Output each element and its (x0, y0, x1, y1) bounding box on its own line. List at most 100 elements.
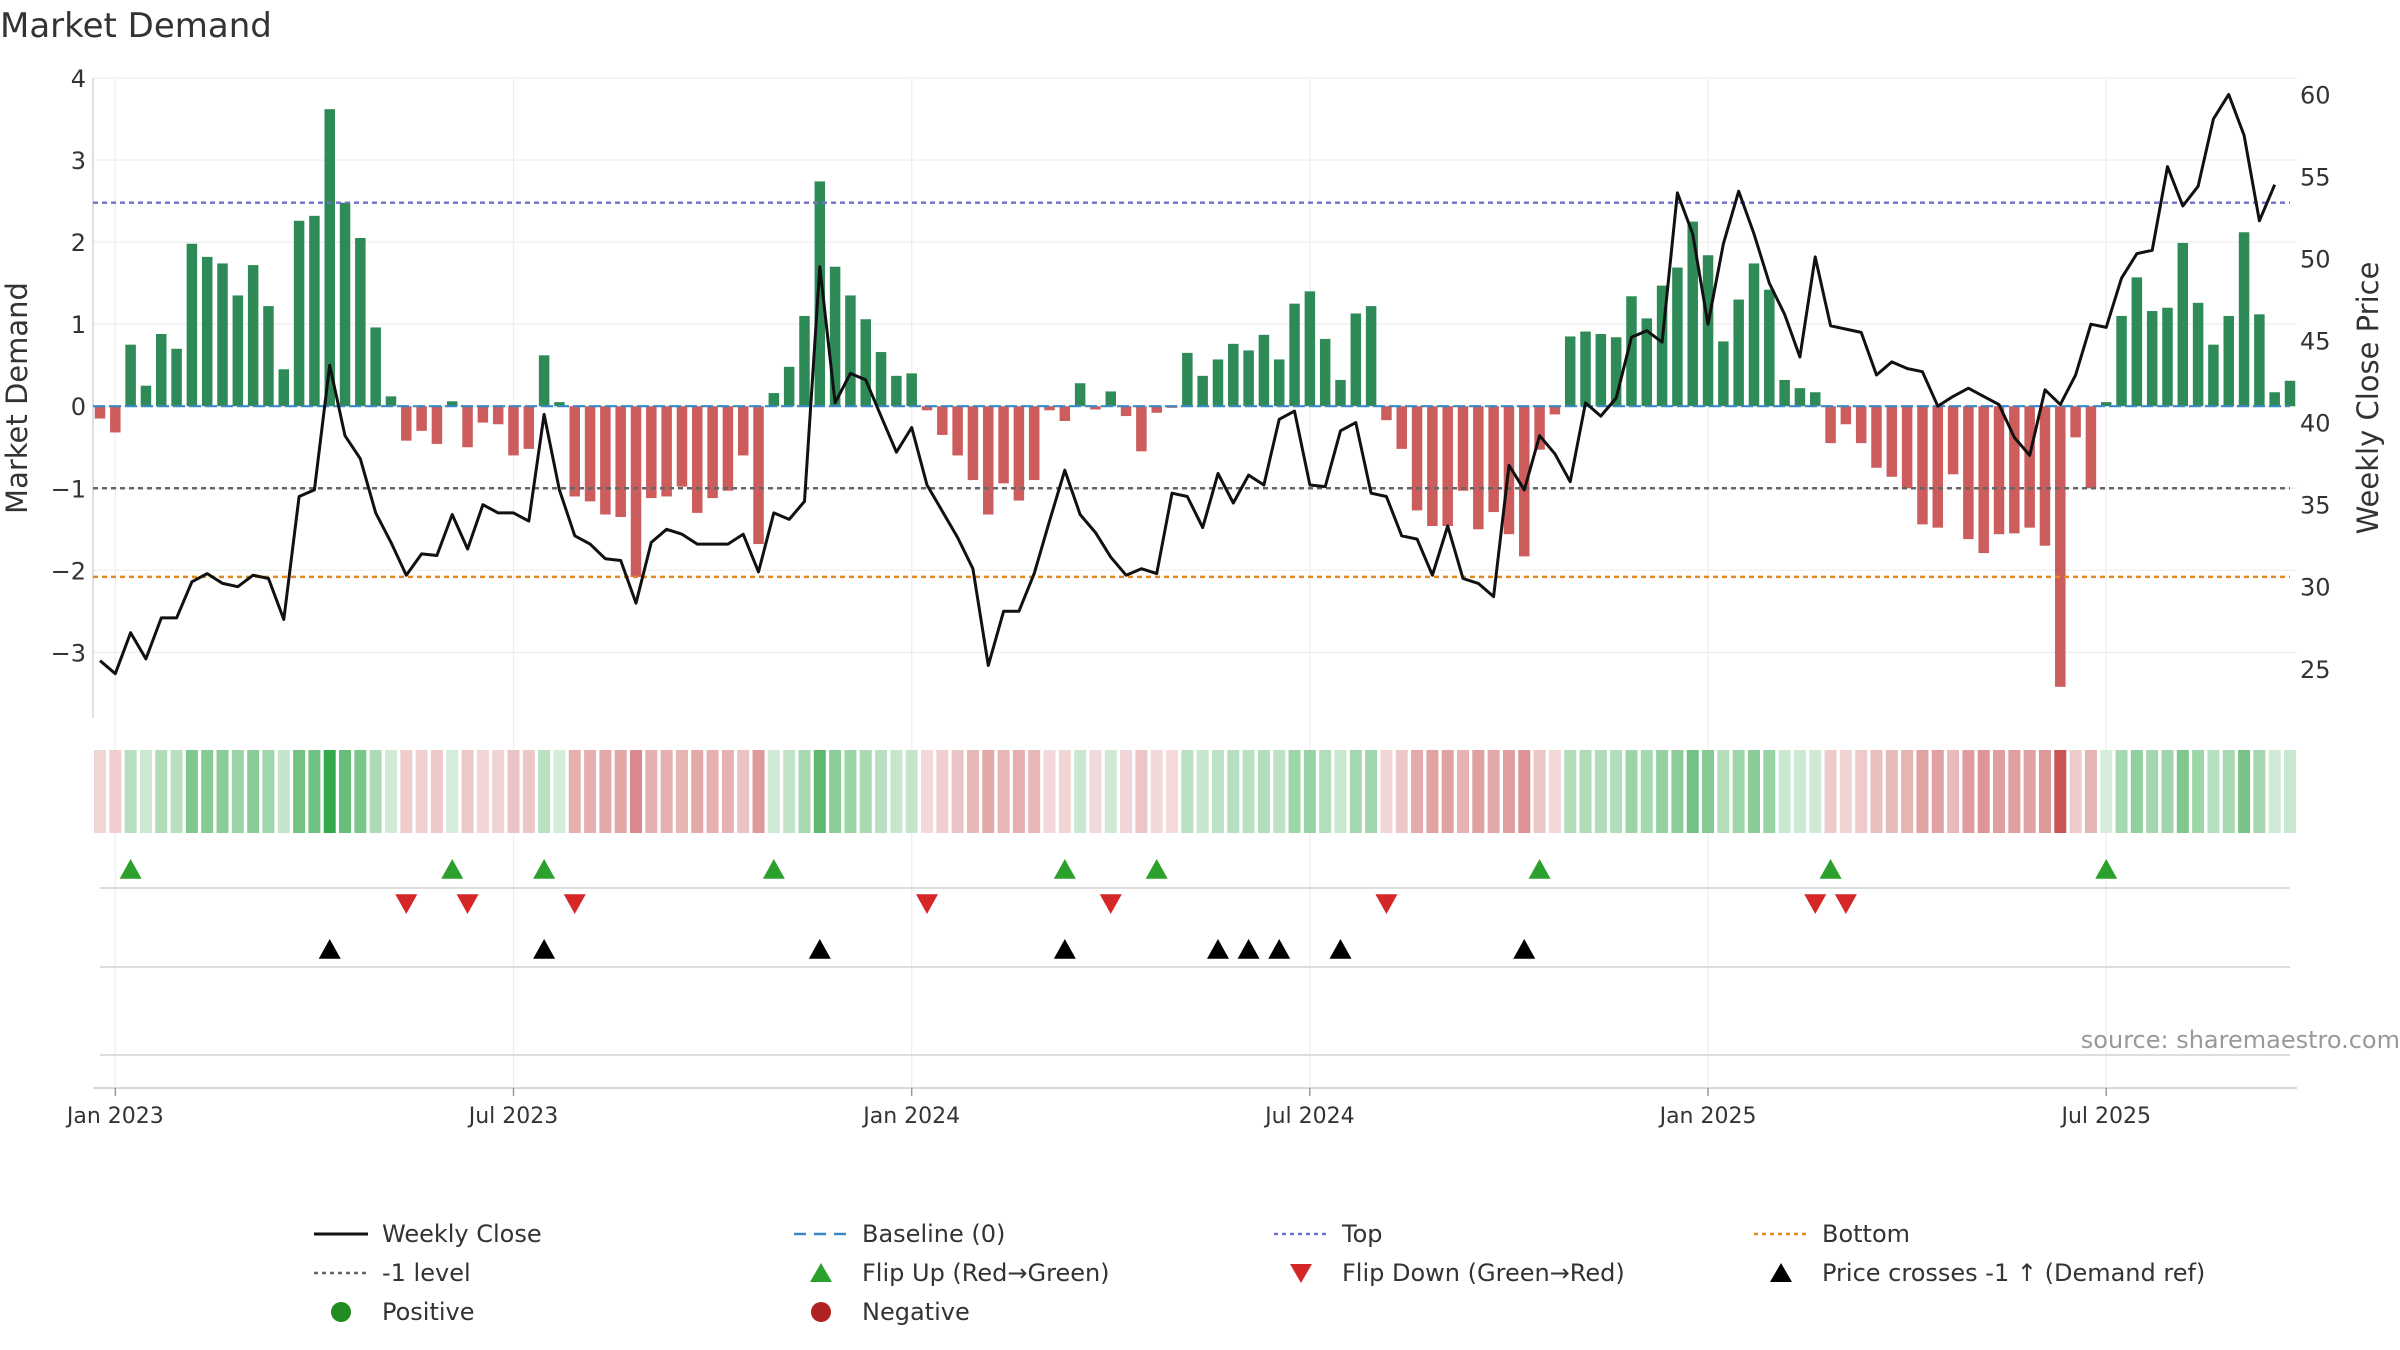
demand-bar (416, 406, 427, 431)
flip-up-marker (533, 859, 556, 879)
heat-strip-cell (2146, 750, 2159, 833)
legend-label: Top (1342, 1220, 1383, 1248)
heat-strip-cell (1043, 750, 1056, 833)
flip-down-marker (1099, 894, 1122, 914)
price-cross-marker (1513, 939, 1536, 959)
x-tick-label: Jan 2023 (65, 1104, 164, 1129)
legend-item: Weekly Close (310, 1220, 542, 1248)
demand-bar (1917, 406, 1928, 525)
demand-bar (1549, 406, 1561, 415)
demand-bar (401, 406, 412, 441)
heat-strip-cell (1855, 750, 1868, 833)
demand-bar (1258, 334, 1270, 407)
left-tick-label: 2 (71, 229, 86, 257)
x-tick-label: Jan 2025 (1658, 1104, 1757, 1129)
heat-strip-cell (2238, 750, 2251, 833)
legend-symbol-line-dotted (1274, 1232, 1328, 1236)
demand-bar (1120, 406, 1132, 417)
heat-strip-cell (1931, 750, 1944, 833)
demand-bar (201, 256, 213, 407)
heat-strip-cell (185, 750, 198, 833)
right-tick-label: 45 (2300, 328, 2331, 356)
demand-bar (186, 243, 198, 407)
demand-bar (921, 406, 933, 411)
demand-bar (891, 375, 902, 407)
demand-bar (324, 109, 335, 407)
heat-strip-cell (1288, 750, 1301, 833)
legend-item: Bottom (1750, 1220, 1910, 1248)
heat-strip-cell (2069, 750, 2082, 833)
heat-strip-cell (2268, 750, 2281, 833)
demand-bar (630, 406, 642, 577)
demand-bar (860, 319, 871, 407)
heat-strip-cell (1548, 750, 1561, 833)
heat-strip-cell (2161, 750, 2174, 833)
left-axis-label: Market Demand (0, 282, 34, 514)
heat-strip-cell (1411, 750, 1424, 833)
demand-bar (906, 373, 917, 407)
demand-bar (722, 406, 734, 491)
heat-strip-cell (752, 750, 765, 833)
demand-bar (1319, 338, 1331, 407)
demand-bar (937, 406, 948, 435)
heat-strip-cell (1778, 750, 1791, 833)
demand-bar (2131, 277, 2143, 407)
legend-item: Flip Up (Red→Green) (790, 1259, 1110, 1287)
heat-strip-cell (384, 750, 397, 833)
heat-strip-cell (1257, 750, 1270, 833)
legend-symbol-line-solid (314, 1232, 368, 1236)
demand-bar (1564, 336, 1576, 407)
demand-bar (462, 406, 473, 448)
chart-title: Market Demand (0, 6, 272, 46)
heat-strip-cell (94, 750, 106, 833)
demand-bar (799, 315, 810, 407)
heat-strip-cell (1150, 750, 1163, 833)
demand-bar (1595, 334, 1607, 407)
right-tick-label: 25 (2300, 656, 2331, 684)
demand-bar (263, 306, 274, 407)
demand-bar (1534, 406, 1545, 450)
demand-bar (1901, 406, 1913, 489)
legend-item: Baseline (0) (790, 1220, 1005, 1248)
heat-strip-cell (767, 750, 780, 833)
demand-bar (1427, 406, 1438, 526)
legend-symbol-dot (331, 1302, 351, 1322)
heat-strip-cell (1686, 750, 1699, 833)
demand-bar (829, 266, 841, 407)
flip-down-marker (456, 894, 479, 914)
demand-bar (477, 406, 489, 423)
heat-strip-cell (2023, 750, 2036, 833)
heat-strip-cell (1395, 750, 1408, 833)
demand-bar (2070, 406, 2081, 438)
legend-item: -1 level (310, 1259, 471, 1287)
demand-bar (1580, 331, 1591, 407)
heat-strip-cell (1227, 750, 1240, 833)
demand-bar (998, 406, 1009, 484)
price-cross-marker (808, 939, 831, 959)
heat-strip-cell (1732, 750, 1745, 833)
heat-strip-cell (2084, 750, 2097, 833)
legend-item: Negative (790, 1298, 970, 1326)
heat-strip-cell (415, 750, 428, 833)
heat-strip-cell (1426, 750, 1439, 833)
heat-strip-cell (1962, 750, 1975, 833)
demand-bar (2146, 311, 2158, 407)
demand-bar (1978, 406, 1989, 554)
demand-bar (1779, 379, 1790, 407)
left-tick-label: −1 (51, 475, 86, 503)
price-cross-marker (318, 939, 341, 959)
demand-bar (446, 401, 458, 407)
demand-bar (1059, 406, 1071, 421)
demand-bar (967, 406, 979, 481)
demand-bar (692, 406, 703, 513)
heat-strip-cell (829, 750, 842, 833)
heat-strip-cell (1793, 750, 1806, 833)
demand-bar (538, 355, 550, 407)
heat-strip-cell (507, 750, 520, 833)
heat-strip-cell (293, 750, 306, 833)
heat-strip-cell (1319, 750, 1332, 833)
demand-bar (1289, 303, 1300, 407)
demand-bar (355, 238, 366, 407)
heat-strip-cell (231, 750, 244, 833)
